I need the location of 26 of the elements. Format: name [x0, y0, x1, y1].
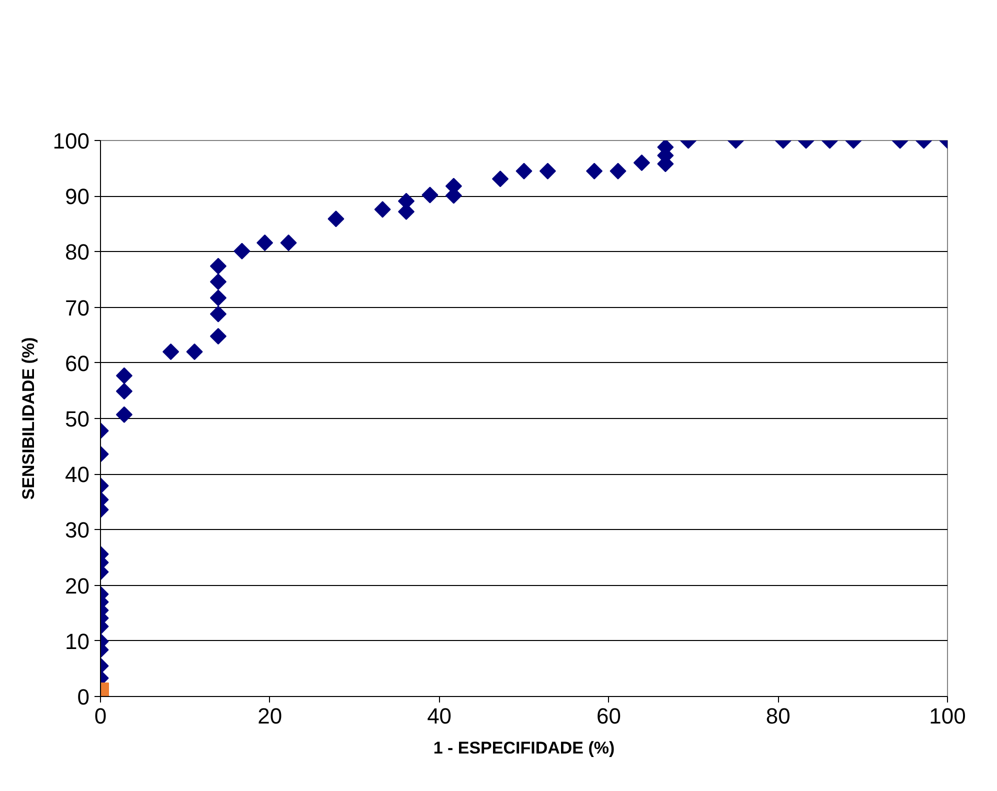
x-tick-label: 80: [766, 704, 790, 728]
x-tick-label: 60: [596, 704, 621, 728]
y-tick-label: 0: [77, 684, 90, 710]
y-tick-label: 80: [65, 240, 90, 265]
point: [422, 186, 438, 204]
point: [610, 162, 626, 180]
point: [633, 154, 650, 172]
y-axis-title: SENSIBILIDADE (%): [18, 337, 38, 500]
x-tick-label: 100: [929, 704, 966, 728]
y-tick-label: 10: [65, 628, 90, 654]
x-tick-label: 20: [258, 704, 282, 728]
point: [492, 170, 509, 188]
y-tick-label: 60: [65, 350, 90, 376]
y-tick-label: 50: [65, 406, 90, 432]
x-tick-label: 0: [94, 704, 107, 728]
x-tick-label: 40: [427, 704, 452, 728]
point: [516, 162, 532, 180]
point: [586, 162, 603, 180]
y-tick-label: 20: [65, 573, 90, 598]
y-tick-label: 90: [65, 184, 90, 210]
y-tick-label: 40: [65, 462, 90, 488]
y-tick-label: 70: [65, 295, 90, 320]
x-axis-title: 1 - ESPECIFIDADE (%): [433, 738, 615, 758]
y-tick-label: 30: [65, 518, 90, 543]
point: [539, 162, 556, 180]
y-tick-label: 100: [52, 128, 90, 154]
